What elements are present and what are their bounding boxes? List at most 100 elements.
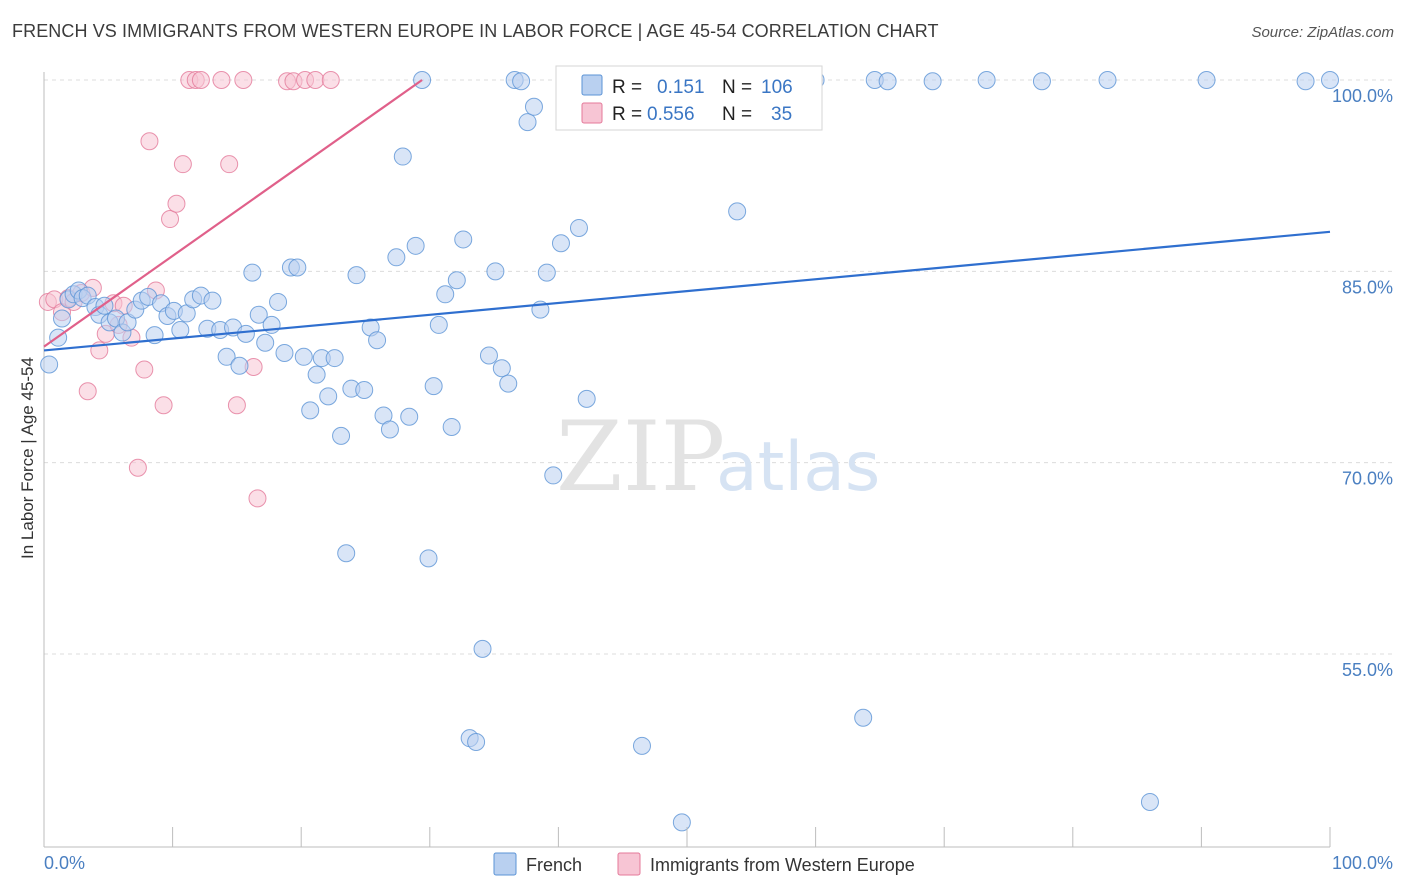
data-point-immigrants xyxy=(135,360,154,379)
watermark-atlas: atlas xyxy=(716,428,880,507)
data-point-french xyxy=(301,401,320,420)
data-point-french xyxy=(319,387,338,406)
data-point-french xyxy=(243,263,262,282)
data-point-french xyxy=(486,262,505,281)
data-point-french xyxy=(672,813,691,832)
data-point-immigrants xyxy=(78,382,97,401)
data-point-french xyxy=(337,544,356,563)
data-point-french xyxy=(307,365,326,384)
data-point-french xyxy=(479,346,498,365)
data-point-french xyxy=(171,321,190,340)
data-point-immigrants xyxy=(212,71,231,89)
data-point-french xyxy=(1321,71,1339,89)
data-point-french xyxy=(1098,71,1117,89)
data-point-french xyxy=(923,72,942,91)
data-point-french xyxy=(454,230,473,249)
data-point-french xyxy=(269,292,288,311)
stats-french-n-value: 106 xyxy=(761,77,793,98)
data-point-french xyxy=(544,466,563,485)
data-point-french xyxy=(294,347,313,366)
watermark-zip: ZIP xyxy=(556,401,725,513)
data-point-french xyxy=(288,258,307,277)
data-point-immigrants xyxy=(234,71,253,89)
stats-swatch-french xyxy=(581,74,603,96)
chart-title: FRENCH VS IMMIGRANTS FROM WESTERN EUROPE… xyxy=(12,21,939,41)
data-point-french xyxy=(424,377,443,396)
stats-french-n-label: N = xyxy=(722,77,752,98)
data-point-french xyxy=(447,271,466,290)
stats-immigrants-n-value: 35 xyxy=(771,104,792,125)
data-point-french xyxy=(512,72,531,91)
data-point-immigrants xyxy=(173,155,192,174)
y-tick-label: 70.0% xyxy=(1342,469,1393,489)
data-point-french xyxy=(1032,72,1051,91)
data-point-immigrants xyxy=(140,132,159,151)
stats-immigrants-n-label: N = xyxy=(722,104,752,125)
data-point-french xyxy=(977,71,996,89)
data-point-french xyxy=(275,343,294,362)
data-point-french xyxy=(368,331,387,350)
data-point-french xyxy=(854,708,873,727)
data-point-french xyxy=(380,420,399,439)
data-point-french xyxy=(569,218,588,237)
data-point-french xyxy=(325,349,344,368)
data-point-immigrants xyxy=(154,396,173,415)
data-point-french xyxy=(1296,72,1315,91)
data-point-french xyxy=(387,248,406,267)
y-tick-label: 85.0% xyxy=(1342,277,1393,297)
points-french xyxy=(40,71,1339,832)
data-point-french xyxy=(249,305,268,324)
trend-line-immigrants xyxy=(43,79,423,348)
y-axis-title: In Labor Force | Age 45-54 xyxy=(18,357,37,559)
data-point-french xyxy=(347,266,366,285)
data-point-immigrants xyxy=(227,396,246,415)
stats-french-r-label: R = xyxy=(612,77,642,98)
data-point-french xyxy=(230,356,249,375)
data-point-french xyxy=(429,315,448,334)
trend-line-french xyxy=(43,230,1331,352)
data-point-french xyxy=(492,359,511,378)
data-point-immigrants xyxy=(321,71,340,89)
data-point-french xyxy=(467,733,486,752)
data-point-french xyxy=(236,324,255,343)
data-point-french xyxy=(518,113,537,132)
legend-swatch-french xyxy=(493,852,517,876)
data-point-immigrants xyxy=(220,155,239,174)
data-point-french xyxy=(393,147,412,166)
legend: French Immigrants from Western Europe xyxy=(493,852,915,876)
data-point-french xyxy=(1140,792,1159,811)
data-point-immigrants xyxy=(191,71,210,89)
stats-immigrants-r-value: 0.556 xyxy=(647,104,695,125)
watermark: ZIP atlas xyxy=(556,401,880,513)
stats-french-r-value: 0.151 xyxy=(657,77,705,98)
source-label: Source: ZipAtlas.com xyxy=(1251,24,1394,41)
data-point-french xyxy=(217,347,236,366)
data-point-french xyxy=(53,309,72,328)
data-point-french xyxy=(537,263,556,282)
data-point-french xyxy=(524,97,543,116)
ticks-layer: 55.0% 70.0% 85.0% 100.0% xyxy=(43,86,1393,847)
data-point-french xyxy=(203,291,222,310)
data-point-french xyxy=(400,407,419,426)
legend-label-immigrants: Immigrants from Western Europe xyxy=(650,855,915,875)
data-point-immigrants xyxy=(128,458,147,477)
data-point-french xyxy=(551,234,570,253)
data-point-french xyxy=(406,236,425,255)
stats-immigrants-r-label: R = xyxy=(612,104,642,125)
data-point-french xyxy=(332,426,351,445)
legend-swatch-immigrants xyxy=(617,852,641,876)
x-tick-label-min: 0.0% xyxy=(44,853,85,873)
legend-label-french: French xyxy=(526,855,582,875)
trend-layer xyxy=(43,79,1331,352)
y-tick-label: 55.0% xyxy=(1342,660,1393,680)
stats-swatch-immigrants xyxy=(581,102,603,124)
data-point-french xyxy=(632,736,651,755)
data-point-french xyxy=(40,355,59,374)
data-point-french xyxy=(878,72,897,91)
data-point-immigrants xyxy=(167,194,186,213)
data-point-french xyxy=(355,380,374,399)
data-point-french xyxy=(1197,71,1216,89)
data-point-french xyxy=(577,389,596,408)
data-point-french xyxy=(256,333,275,352)
